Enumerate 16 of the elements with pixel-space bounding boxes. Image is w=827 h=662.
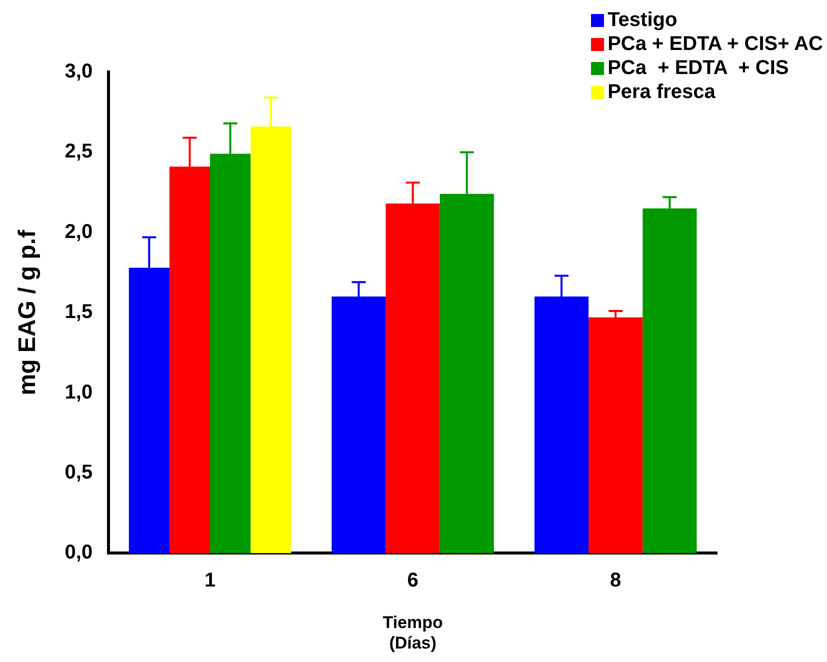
y-tick-label: 3,0 <box>64 60 93 83</box>
legend-label: PCa + EDTA + CIS <box>608 56 789 80</box>
y-tick-label: 2,5 <box>64 140 93 163</box>
x-tick-label: 8 <box>610 570 622 592</box>
y-tick-label: 1,5 <box>64 301 93 324</box>
x-axis-title: Tiempo (Días) <box>382 613 443 652</box>
y-axis-title: mg EAG / g p.f <box>14 228 42 396</box>
y-tick-label: 2,0 <box>64 220 93 243</box>
x-tick-label: 1 <box>204 570 216 592</box>
y-tick-label: 0,0 <box>64 542 93 564</box>
y-tick-label: 0,5 <box>64 462 93 484</box>
legend-label: PCa + EDTA + CIS+ AC <box>608 32 823 56</box>
legend-label: Pera fresca <box>608 80 716 104</box>
x-tick-label: 6 <box>407 570 418 592</box>
y-tick-label: 1,0 <box>64 381 93 404</box>
legend-label: Testigo <box>608 8 678 32</box>
